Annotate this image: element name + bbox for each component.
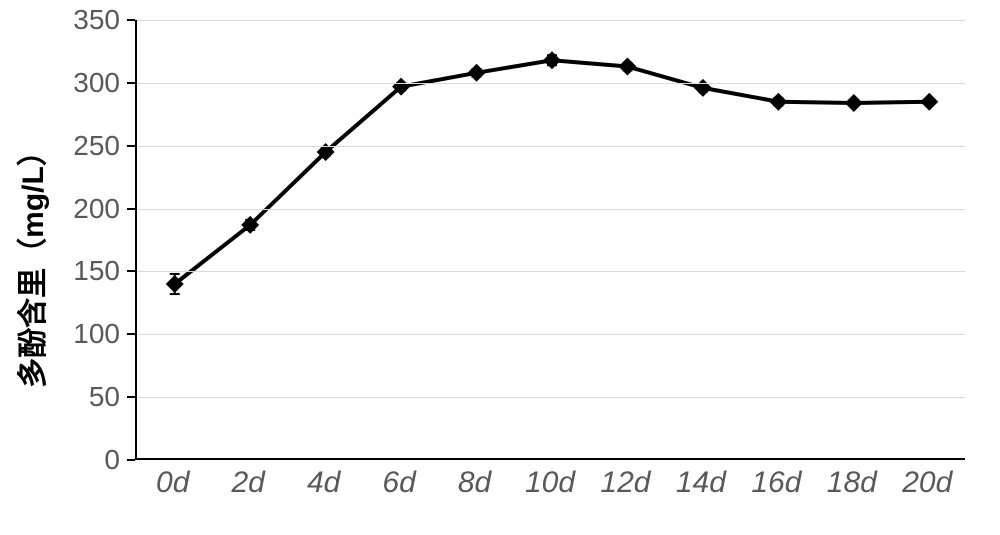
x-tick-label: 2d (231, 466, 264, 500)
y-tick-label: 0 (0, 444, 120, 476)
y-tick-mark (127, 82, 135, 84)
y-tick-label: 100 (0, 318, 120, 350)
data-marker (543, 51, 561, 69)
x-tick-label: 20d (902, 466, 952, 500)
x-tick-label: 16d (751, 466, 801, 500)
data-marker (618, 58, 636, 76)
gridline (137, 334, 965, 335)
x-tick-label: 8d (458, 466, 491, 500)
y-tick-mark (127, 270, 135, 272)
y-tick-label: 300 (0, 67, 120, 99)
gridline (137, 83, 965, 84)
data-marker (694, 79, 712, 97)
data-marker (845, 94, 863, 112)
gridline (137, 146, 965, 147)
x-tick-label: 6d (382, 466, 415, 500)
y-tick-mark (127, 333, 135, 335)
x-tick-label: 0d (156, 466, 189, 500)
gridline (137, 209, 965, 210)
data-marker (468, 64, 486, 82)
x-tick-label: 10d (525, 466, 575, 500)
y-tick-mark (127, 459, 135, 461)
chart-container: 多酚含里（mg/L） 0501001502002503003500d2d4d6d… (0, 0, 1000, 535)
gridline (137, 20, 965, 21)
data-marker (769, 93, 787, 111)
x-tick-label: 18d (827, 466, 877, 500)
y-tick-mark (127, 145, 135, 147)
series-layer (137, 20, 967, 460)
y-tick-label: 50 (0, 381, 120, 413)
gridline (137, 271, 965, 272)
x-tick-label: 14d (676, 466, 726, 500)
y-tick-label: 150 (0, 255, 120, 287)
x-tick-label: 12d (600, 466, 650, 500)
series-line (175, 60, 930, 284)
y-tick-mark (127, 208, 135, 210)
y-tick-mark (127, 396, 135, 398)
y-tick-label: 350 (0, 4, 120, 36)
x-tick-label: 4d (307, 466, 340, 500)
data-marker (920, 93, 938, 111)
y-tick-label: 200 (0, 193, 120, 225)
y-tick-label: 250 (0, 130, 120, 162)
plot-area (135, 20, 965, 460)
y-tick-mark (127, 19, 135, 21)
gridline (137, 397, 965, 398)
